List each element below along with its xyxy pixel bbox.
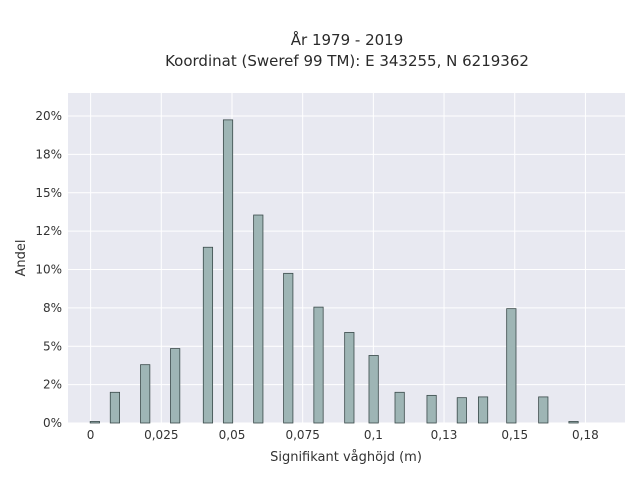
- x-tick-label: 0: [87, 428, 95, 442]
- y-tick-label: 10%: [35, 263, 62, 277]
- chart-title-line-1: År 1979 - 2019: [291, 30, 404, 49]
- histogram-bar: [109, 391, 121, 424]
- y-tick-label: 5%: [43, 339, 62, 353]
- x-tick-label: 0,05: [219, 428, 246, 442]
- chart-title-line-2: Koordinat (Sweref 99 TM): E 343255, N 62…: [165, 52, 529, 70]
- y-tick-label: 0%: [43, 416, 62, 430]
- x-tick-label: 0,13: [431, 428, 458, 442]
- bars: [89, 119, 579, 424]
- histogram-bar: [253, 214, 264, 424]
- y-axis-label: Andel: [14, 240, 29, 277]
- histogram-bar: [140, 364, 151, 424]
- y-tick-label: 15%: [35, 186, 62, 200]
- y-tick-label: 2%: [43, 378, 62, 392]
- y-tick-label: 8%: [43, 301, 62, 315]
- y-axis-ticks: 0% 2% 5% 8% 10% 12% 15% 18% 20%: [35, 109, 62, 430]
- histogram-bar: [368, 355, 379, 424]
- histogram-bar: [202, 246, 214, 424]
- x-tick-label: 0,075: [285, 428, 319, 442]
- histogram-bar: [568, 421, 579, 424]
- histogram-bar: [394, 391, 405, 424]
- x-tick-label: 0,025: [144, 428, 178, 442]
- x-axis-label: Signifikant våghöjd (m): [270, 450, 422, 465]
- x-tick-label: 0,1: [364, 428, 383, 442]
- histogram-bar: [477, 396, 489, 424]
- histogram-bar: [222, 119, 234, 424]
- histogram-bar: [506, 308, 517, 424]
- x-axis-ticks: 0 0,025 0,05 0,075 0,1 0,13 0,15 0,18: [87, 428, 599, 442]
- histogram-bar: [456, 397, 467, 424]
- histogram-bar: [283, 272, 294, 424]
- histogram-bar: [89, 421, 100, 424]
- x-tick-label: 0,18: [572, 428, 599, 442]
- histogram-bar: [426, 394, 437, 424]
- histogram-bar: [344, 332, 355, 424]
- histogram-bar: [313, 306, 324, 424]
- histogram-bar: [170, 348, 181, 424]
- y-tick-label: 20%: [35, 109, 62, 123]
- x-tick-label: 0,15: [501, 428, 528, 442]
- y-tick-label: 12%: [35, 224, 62, 238]
- y-tick-label: 18%: [35, 147, 62, 161]
- histogram-bar: [538, 396, 549, 424]
